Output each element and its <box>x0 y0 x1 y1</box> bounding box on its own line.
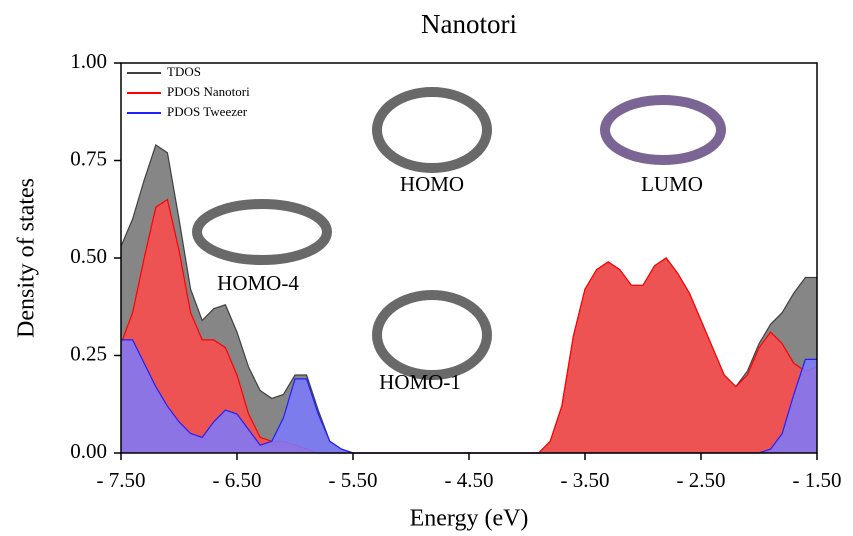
y-tick-label: 0.25 <box>70 341 107 365</box>
y-tick-label: 0.75 <box>70 146 107 170</box>
x-tick-label: - 6.50 <box>213 468 262 492</box>
annotation: HOMO-4 <box>217 271 299 295</box>
legend-label: PDOS Nanotori <box>167 84 250 99</box>
x-tick-label: - 4.50 <box>445 468 494 492</box>
legend-label: TDOS <box>167 64 201 79</box>
legend-label: PDOS Tweezer <box>167 104 248 119</box>
y-tick-label: 0.50 <box>70 244 107 268</box>
x-tick-label: - 1.50 <box>793 468 842 492</box>
chart: Nanotori Energy (eV) Density of states H… <box>0 0 853 536</box>
x-tick-label: - 3.50 <box>561 468 610 492</box>
y-axis-label: Density of states <box>14 178 40 338</box>
annotation: LUMO <box>641 172 703 196</box>
chart-title: Nanotori <box>421 9 517 39</box>
x-tick-label: - 7.50 <box>97 468 146 492</box>
x-axis-label: Energy (eV) <box>410 506 529 532</box>
plot-area <box>121 145 817 453</box>
annotation: HOMO <box>400 172 464 196</box>
y-tick-label: 1.00 <box>70 49 107 73</box>
annotation: HOMO-1 <box>379 370 461 394</box>
x-tick-label: - 5.50 <box>329 468 378 492</box>
y-tick-label: 0.00 <box>70 439 107 463</box>
x-tick-label: - 2.50 <box>677 468 726 492</box>
